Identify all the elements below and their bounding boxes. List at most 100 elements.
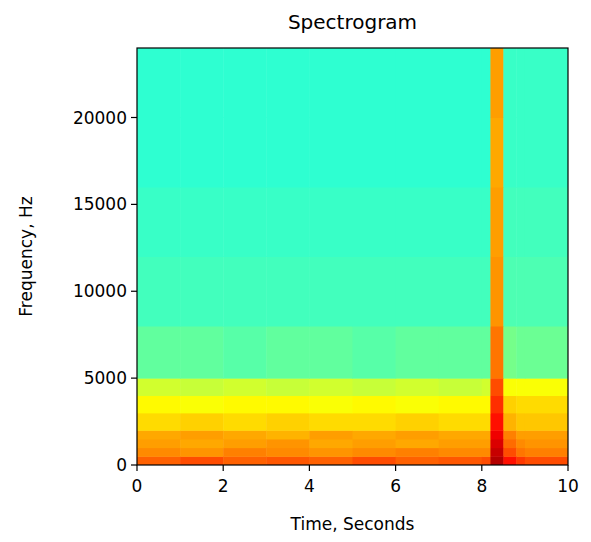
cell	[137, 187, 181, 257]
cell	[223, 430, 267, 439]
x-tick-label: 4	[304, 476, 315, 496]
cell	[439, 430, 483, 439]
y-tick-label: 10000	[73, 281, 127, 301]
cell	[439, 439, 483, 448]
x-tick-label: 6	[390, 476, 401, 496]
y-tick-label: 20000	[73, 108, 127, 128]
cell	[525, 439, 568, 448]
cell	[525, 430, 568, 439]
cell	[490, 326, 503, 379]
cell	[266, 430, 310, 439]
cell	[525, 187, 568, 257]
cell	[180, 396, 224, 414]
cell	[309, 326, 353, 379]
cell	[180, 456, 224, 465]
cell	[223, 378, 267, 396]
cell	[490, 187, 503, 257]
cell	[516, 378, 525, 396]
cell	[490, 448, 503, 457]
cell	[396, 430, 440, 439]
cell	[396, 448, 440, 457]
cell	[353, 448, 397, 457]
cell	[503, 396, 516, 414]
cell	[309, 430, 353, 439]
cell	[525, 326, 568, 379]
cell	[490, 456, 503, 465]
cell	[266, 456, 310, 465]
x-tick	[136, 465, 137, 471]
y-tick	[131, 204, 137, 205]
cell	[516, 448, 525, 457]
cell	[266, 439, 310, 448]
cell	[309, 378, 353, 396]
cell	[396, 378, 440, 396]
cell	[439, 378, 483, 396]
cell	[353, 456, 397, 465]
cell	[516, 187, 525, 257]
cell	[482, 378, 491, 396]
cell	[503, 413, 516, 431]
cell	[482, 396, 491, 414]
x-tick	[567, 465, 568, 471]
cell	[439, 456, 483, 465]
x-axis-title: Time, Seconds	[290, 514, 415, 534]
y-tick-label: 5000	[84, 368, 127, 388]
cell	[137, 378, 181, 396]
cell	[180, 48, 224, 118]
cell	[223, 448, 267, 457]
cell	[439, 413, 483, 431]
cell	[266, 48, 310, 118]
cell	[309, 48, 353, 118]
cell	[180, 257, 224, 327]
cell	[516, 396, 525, 414]
cell	[137, 430, 181, 439]
cell	[223, 118, 267, 188]
cell	[439, 326, 483, 379]
cell	[353, 187, 397, 257]
x-tick-label: 2	[218, 476, 229, 496]
cell	[396, 118, 440, 188]
y-axis-title: Frequency, Hz	[16, 196, 36, 316]
cell	[223, 396, 267, 414]
cell	[482, 430, 491, 439]
cell	[503, 430, 516, 439]
cell	[525, 257, 568, 327]
cell	[266, 413, 310, 431]
y-tick	[131, 117, 137, 118]
cell	[482, 187, 491, 257]
cell	[482, 257, 491, 327]
cell	[137, 413, 181, 431]
cell	[180, 326, 224, 379]
cell	[516, 257, 525, 327]
cell	[516, 456, 525, 465]
cell	[353, 48, 397, 118]
cell	[309, 396, 353, 414]
cell	[503, 187, 516, 257]
cell	[396, 187, 440, 257]
cell	[516, 413, 525, 431]
cell	[137, 439, 181, 448]
cell	[309, 187, 353, 257]
cell	[180, 187, 224, 257]
cell	[503, 448, 516, 457]
cell	[503, 439, 516, 448]
x-tick	[223, 465, 224, 471]
cell	[180, 413, 224, 431]
cell	[482, 413, 491, 431]
cell	[482, 439, 491, 448]
cell	[490, 257, 503, 327]
cell	[439, 187, 483, 257]
cell	[223, 326, 267, 379]
x-tick	[395, 465, 396, 471]
cell	[266, 257, 310, 327]
cell	[490, 396, 503, 414]
cell	[482, 326, 491, 379]
cell	[503, 378, 516, 396]
chart: 024681005000100001500020000SpectrogramTi…	[0, 0, 591, 542]
cell	[396, 257, 440, 327]
cell	[309, 448, 353, 457]
cell	[223, 413, 267, 431]
cell	[503, 456, 516, 465]
cell	[516, 430, 525, 439]
cell	[396, 413, 440, 431]
